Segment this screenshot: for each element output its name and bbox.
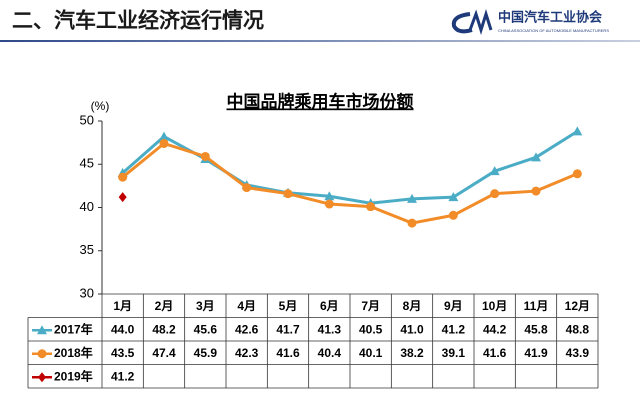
table-value: 39.1 [442,346,466,360]
table-value: 41.7 [276,322,300,336]
x-tick-label: 6月 [320,299,339,313]
chart-title: 中国品牌乘用车市场份额 [227,91,414,111]
y-axis-label: (%) [91,99,110,113]
table-value: 38.2 [400,346,424,360]
x-tick-label: 8月 [403,299,422,313]
data-point [572,126,583,136]
table-value: 41.0 [400,322,424,336]
data-point [159,131,169,141]
x-tick-label: 5月 [279,299,298,313]
x-tick-label: 11月 [524,299,549,313]
legend-label: 2019年 [54,368,93,383]
x-tick-label: 10月 [482,299,507,313]
y-tick-label: 35 [80,242,94,257]
series-line [121,141,578,225]
x-tick-label: 12月 [565,299,590,313]
data-point [366,202,376,212]
logo-subtext: CHINA ASSOCIATION OF AUTOMOBILE MANUFACT… [498,28,609,33]
table-value: 48.8 [566,322,590,336]
data-point [572,169,582,179]
table-value: 41.6 [276,346,300,360]
table-value: 45.6 [194,322,218,336]
table-value: 45.8 [524,322,548,336]
legend-marker [37,325,47,335]
x-tick-label: 2月 [155,299,174,313]
table-value: 42.3 [235,346,259,360]
y-tick-label: 40 [80,199,94,214]
table-value: 40.5 [359,322,383,336]
data-point [490,189,500,199]
table-value: 48.2 [152,322,176,336]
table-value: 45.9 [194,346,218,360]
table-value: 44.2 [483,322,507,336]
data-point [200,151,210,161]
table-value: 40.1 [359,346,383,360]
header-line [0,40,640,42]
x-tick-label: 3月 [196,299,215,313]
y-tick-label: 30 [80,285,94,300]
data-point [407,193,417,203]
table-value: 41.6 [483,346,507,360]
data-point [531,152,541,162]
table-value: 43.9 [566,346,590,360]
data-point [489,166,500,176]
table-value: 40.4 [318,346,342,360]
table-value: 43.5 [111,346,135,360]
legend-marker [38,372,46,383]
y-tick-label: 50 [80,112,94,127]
data-point [407,218,417,228]
x-tick-label: 1月 [113,299,132,313]
data-point [159,138,169,148]
table-value: 41.9 [524,346,548,360]
x-tick-label: 4月 [237,299,256,313]
legend-label: 2017年 [54,321,93,336]
logo: 中国汽车工业协会 CHINA ASSOCIATION OF AUTOMOBILE… [451,8,609,36]
table-value: 41.2 [111,369,135,383]
data-point [242,183,252,193]
data-point [448,192,459,202]
table-value: 41.2 [442,322,466,336]
data-point [324,199,334,209]
legend-label: 2018年 [54,345,93,360]
table-value: 44.0 [111,322,135,336]
page-title: 二、汽车工业经济运行情况 [12,9,264,33]
y-tick-label: 45 [80,156,94,171]
data-point [448,210,458,220]
legend-marker [37,349,47,359]
data-point [324,191,335,201]
logo-text: 中国汽车工业协会 [498,9,603,24]
table-value: 47.4 [152,346,176,360]
data-point [531,186,541,196]
data-point [118,172,128,182]
x-tick-label: 9月 [444,299,463,313]
data-point [118,192,127,203]
data-point [283,189,293,199]
table-value: 41.3 [318,322,342,336]
x-tick-label: 7月 [361,299,380,313]
table-value: 42.6 [235,322,259,336]
